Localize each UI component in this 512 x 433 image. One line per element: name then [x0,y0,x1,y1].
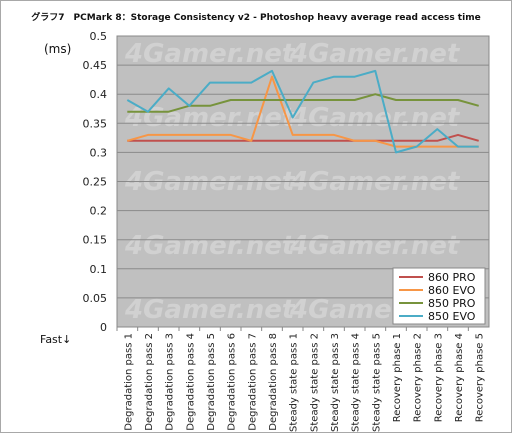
x-tick-label: Steady state pass 4 [351,333,362,432]
watermark-logo: 4Gamer.net [289,39,461,69]
watermark-logo: 4Gamer.net [289,231,461,261]
y-tick-label: 0.05 [83,292,108,305]
legend-label: 850 PRO [428,297,476,310]
series-line-850-evo [126,69,479,154]
watermark-logo: 4Gamer.net [124,295,296,325]
x-tick-label: Degradation pass 7 [247,333,258,431]
x-tick-label: Degradation pass 5 [206,333,217,431]
x-tick-label: Steady state pass 5 [371,333,382,432]
legend-label: 860 EVO [428,284,476,297]
x-tick-label: Recovery phase 5 [475,333,486,422]
x-tick-label: Recovery phase 2 [413,333,424,422]
x-tick-label: Steady state pass 2 [309,333,320,432]
series-line-860-evo [127,75,479,148]
y-tick-label: 0.35 [83,117,108,130]
watermark-logo: 4Gamer.net [124,231,296,261]
legend-label: 860 PRO [428,271,476,284]
x-tick-label: Recovery phase 1 [392,333,403,422]
y-tick-label: 0.25 [83,176,108,189]
x-tick-label: Recovery phase 4 [454,333,465,422]
x-tick-label: Degradation pass 6 [227,333,238,431]
x-tick-label: Degradation pass 8 [268,333,279,431]
y-tick-label: 0.15 [83,234,108,247]
x-tick-label: Steady state pass 3 [330,333,341,432]
watermark-logo: 4Gamer.net [124,39,296,69]
x-tick-label: Recovery phase 3 [433,333,444,422]
x-tick-label: Degradation pass 3 [165,333,176,431]
y-tick-label: 0.5 [90,30,108,43]
legend-label: 850 EVO [428,310,476,323]
watermark-logo: 4Gamer.net [289,103,461,133]
x-tick-label: Degradation pass 4 [185,333,196,431]
y-tick-label: 0.1 [90,263,108,276]
watermark-logo: 4Gamer.net [124,103,296,133]
y-tick-label: 0 [100,321,107,334]
series-line-860-pro [127,133,479,142]
fast-direction-note: Fast↓ [40,333,72,346]
x-tick-label: Steady state pass 1 [289,333,300,432]
y-tick-label: 0.4 [90,88,108,101]
chart-title: グラフ7 PCMark 8：Storage Consistency v2 - P… [31,13,481,23]
y-tick-label: 0.3 [90,146,108,159]
y-axis-unit-label: (ms) [44,42,72,56]
x-tick-label: Degradation pass 2 [144,333,155,431]
y-tick-label: 0.2 [90,205,108,218]
x-tick-label: Degradation pass 1 [123,333,134,431]
y-tick-label: 0.45 [83,59,108,72]
